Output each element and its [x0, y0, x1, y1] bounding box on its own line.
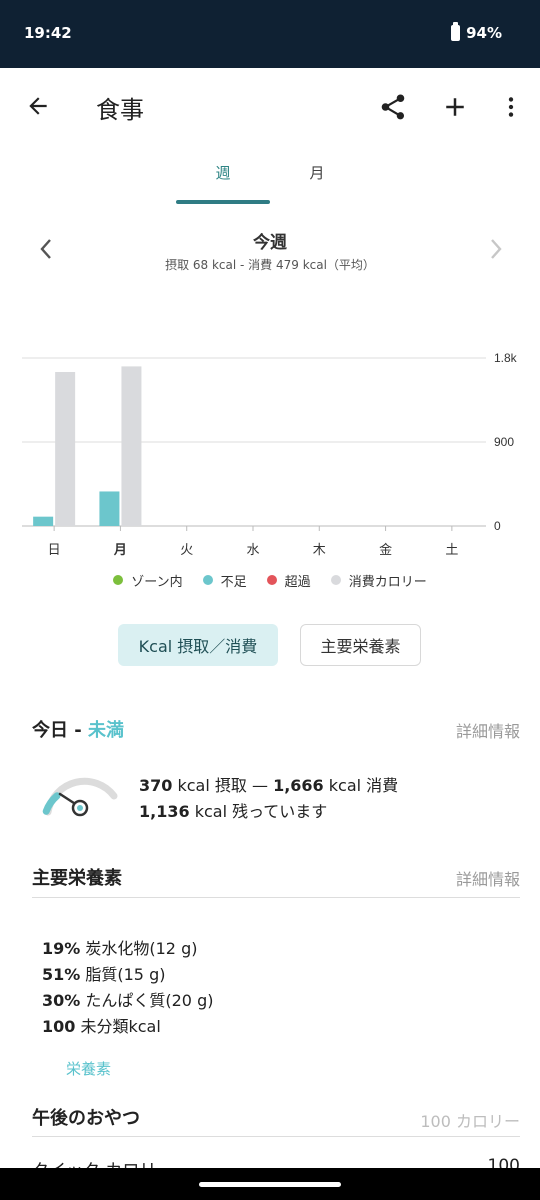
legend-item-in-zone: ゾーン内 — [113, 570, 183, 590]
macro-fat: 51% 脂質(15 g) — [42, 961, 165, 985]
macro-protein-text: たんぱく質(20 g) — [80, 991, 214, 1010]
today-title: 今日 - 未満 — [32, 716, 124, 742]
macros-title: 主要栄養素 — [32, 868, 122, 889]
x-tick-label: 金 — [379, 542, 392, 558]
macro-carbs: 19% 炭水化物(12 g) — [42, 935, 197, 959]
x-tick-label: 水 — [246, 543, 259, 558]
macronutrients-button[interactable]: 主要栄養素 — [300, 624, 421, 666]
period-summary: 摂取 68 kcal - 消費 479 kcal（平均） — [165, 258, 375, 272]
legend-item-burned: 消費カロリー — [330, 570, 427, 590]
x-tick-label: 火 — [180, 543, 193, 558]
plus-icon — [446, 98, 464, 116]
macros-header: 主要栄養素 詳細情報 — [32, 864, 520, 894]
chevron-right-icon — [491, 239, 502, 259]
app-bar: 食事 — [0, 68, 540, 144]
period-tabs: 週 月 — [0, 150, 540, 206]
bar-under — [99, 491, 120, 526]
back-arrow-icon — [29, 97, 47, 115]
macro-uncategorized: 100 未分類kcal — [42, 1013, 161, 1037]
x-tick-label: 木 — [313, 543, 326, 558]
macro-protein: 30% たんぱく質(20 g) — [42, 987, 213, 1011]
macro-protein-pct: 30% — [42, 991, 81, 1010]
share-icon — [381, 94, 405, 120]
macros-divider — [32, 897, 520, 898]
bar-under — [33, 516, 54, 526]
home-gesture-handle[interactable] — [199, 1182, 341, 1187]
nutrients-link[interactable]: 栄養素 — [66, 1060, 112, 1078]
legend-item-under: 不足 — [202, 570, 247, 590]
battery-status: 94% — [451, 22, 502, 42]
y-tick-label: 0 — [494, 519, 501, 533]
macro-carbs-pct: 19% — [42, 939, 81, 958]
gauge-fill — [42, 792, 61, 815]
x-tick-label: 日 — [48, 543, 61, 558]
legend-label-under: 不足 — [220, 574, 247, 590]
x-tick-label: 月 — [113, 543, 127, 558]
legend-dot-over — [266, 575, 277, 585]
legend-dot-in-zone — [113, 575, 124, 585]
legend-item-over: 超過 — [266, 570, 311, 590]
today-label: 今日 - — [32, 720, 89, 741]
calorie-gauge — [40, 764, 130, 824]
bar-burned — [55, 372, 76, 526]
previous-period-button[interactable] — [32, 234, 60, 264]
y-tick-label: 1.8k — [494, 351, 518, 365]
next-period-button[interactable] — [482, 234, 510, 264]
today-header: 今日 - 未満 詳細情報 — [32, 716, 520, 746]
chart-legend: ゾーン内 不足 超過 消費カロリー — [0, 570, 540, 590]
burned-value: 1,666 — [273, 776, 324, 795]
share-button[interactable] — [374, 88, 412, 126]
status-bar: 19:42 94% — [0, 0, 540, 68]
chevron-left-icon — [40, 239, 51, 259]
intake-burned-line: 370 kcal 摂取 — 1,666 kcal 消費 — [139, 772, 398, 796]
macro-carbs-text: 炭水化物(12 g) — [80, 939, 198, 958]
intake-value: 370 — [139, 776, 173, 795]
tab-week[interactable]: 週 — [215, 164, 231, 182]
battery-icon — [451, 22, 461, 41]
burned-text: kcal 消費 — [323, 776, 399, 795]
status-time: 19:42 — [24, 24, 72, 42]
chart-svg: 1.8k 900 0 日 月 火 水 木 金 土 — [22, 351, 518, 558]
legend-dot-under — [202, 575, 213, 585]
add-button[interactable] — [436, 88, 474, 126]
tab-indicator — [176, 200, 270, 204]
meal-calories: 100 カロリー — [420, 1112, 520, 1131]
period-navigator: 今週 摂取 68 kcal - 消費 479 kcal（平均） — [0, 222, 540, 282]
x-tick-label: 土 — [445, 543, 458, 558]
remaining-text: kcal 残っています — [189, 802, 328, 821]
tab-month[interactable]: 月 — [309, 164, 325, 182]
bar-burned — [121, 366, 142, 526]
more-vert-icon — [508, 97, 514, 117]
today-details-link[interactable]: 詳細情報 — [455, 722, 520, 741]
meal-divider — [32, 1136, 520, 1137]
battery-level: 94% — [466, 24, 502, 42]
system-nav-bar — [0, 1168, 540, 1200]
back-button[interactable] — [20, 88, 56, 124]
legend-dot-burned — [330, 575, 341, 585]
meal-title: 午後のおやつ — [32, 1108, 140, 1129]
chart-mode-toggle: Kcal 摂取／消費 主要栄養素 — [0, 624, 540, 666]
macros-details-link[interactable]: 詳細情報 — [455, 870, 520, 889]
period-title: 今週 — [253, 233, 287, 253]
macro-uncategorized-text: 未分類kcal — [75, 1017, 161, 1036]
today-status: 未満 — [88, 720, 125, 741]
page-title: 食事 — [96, 96, 144, 124]
macro-fat-text: 脂質(15 g) — [80, 965, 166, 984]
macro-fat-pct: 51% — [42, 965, 81, 984]
intake-text: kcal 摂取 — — [172, 776, 274, 795]
y-tick-label: 900 — [494, 435, 514, 449]
remaining-value: 1,136 — [139, 802, 190, 821]
gauge-hub-inner — [77, 805, 83, 811]
legend-label-over: 超過 — [284, 574, 311, 590]
more-options-button[interactable] — [496, 88, 526, 126]
gauge-svg — [42, 777, 118, 817]
macro-uncategorized-value: 100 — [42, 1017, 76, 1036]
kcal-intake-burned-button[interactable]: Kcal 摂取／消費 — [118, 624, 278, 666]
calorie-chart: 1.8k 900 0 日 月 火 水 木 金 土 — [0, 340, 540, 560]
legend-label-in-zone: ゾーン内 — [131, 574, 183, 590]
remaining-line: 1,136 kcal 残っています — [139, 798, 327, 822]
legend-label-burned: 消費カロリー — [348, 574, 427, 590]
